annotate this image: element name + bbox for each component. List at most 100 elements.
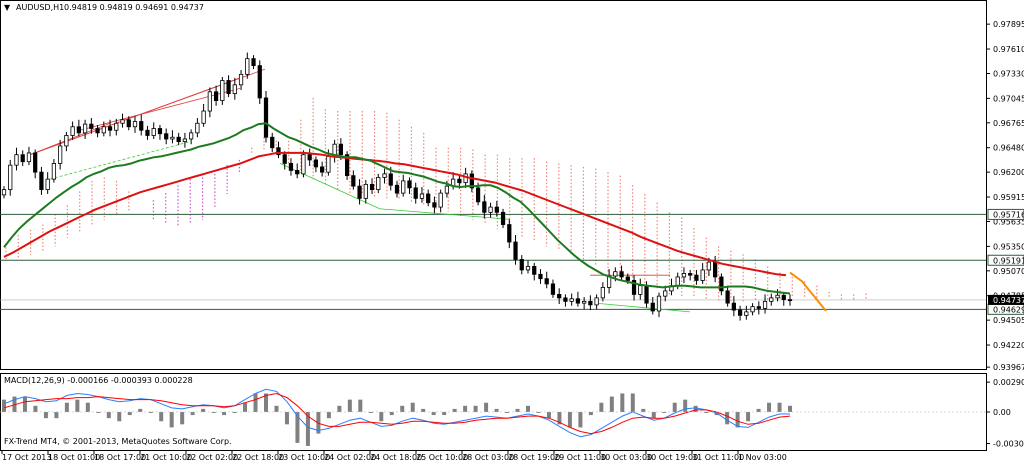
macd-histogram-bar	[683, 399, 688, 412]
macd-histogram-bar	[442, 411, 447, 416]
candle-body	[363, 183, 368, 199]
macd-pane[interactable]: 0.002903 0.00 -0.003066 MACD(12,26,9) -0.0…	[0, 373, 1024, 451]
candle-body	[744, 311, 749, 316]
macd-axis: 0.002903 0.00 -0.003066	[0, 378, 1024, 449]
candle-body	[507, 224, 512, 243]
macd-histogram-bar	[284, 411, 289, 425]
macd-histogram-bar	[463, 405, 468, 412]
fan-line[interactable]	[79, 87, 241, 131]
candle-body	[295, 170, 300, 175]
level-price-tag	[987, 208, 1024, 220]
price-tick-label: 0.97895	[993, 20, 1024, 29]
candle-body	[114, 122, 119, 131]
time-tick-label: 30 Oct 19:00	[646, 453, 698, 461]
candle-body	[89, 123, 94, 129]
macd-histogram-bar	[64, 402, 69, 412]
candle-body	[725, 290, 730, 304]
time-tick-label: 1 Nov 03:00	[738, 453, 787, 461]
candle-body	[201, 110, 206, 124]
macd-histogram-bar	[630, 393, 635, 412]
macd-histogram-bar	[117, 411, 122, 422]
price-tick-label: 0.95915	[993, 193, 1024, 202]
macd-histogram-bar	[431, 411, 436, 416]
candle-body	[39, 171, 44, 191]
macd-histogram-bar	[484, 402, 489, 412]
macd-lines	[3, 388, 791, 438]
price-pane-frame	[0, 0, 987, 370]
macd-histogram-bar	[127, 411, 132, 416]
candle-body	[650, 302, 655, 312]
candle-body	[95, 128, 100, 134]
macd-histogram-bar	[494, 408, 499, 412]
candle-body	[270, 136, 275, 149]
time-tick-label: 22 Oct 02:00	[186, 453, 238, 461]
candle-body	[475, 187, 481, 203]
forecast-projection	[789, 271, 827, 312]
candle-body	[575, 298, 581, 304]
ohlc-values: 0.94819 0.94819 0.94691 0.94737	[64, 3, 204, 12]
candle-body	[775, 294, 780, 299]
macd-histogram-bar	[33, 405, 38, 412]
candle-body	[388, 173, 393, 186]
time-tick-label: 22 Oct 18:00	[232, 453, 284, 461]
candle-body	[344, 154, 350, 177]
macd-histogram-bar	[421, 408, 426, 412]
candle-body	[282, 154, 287, 164]
macd-histogram-bar	[347, 399, 352, 412]
macd-histogram-bar	[379, 411, 384, 422]
macd-histogram-bar	[546, 411, 551, 419]
time-tick-label: 24 Oct 18:00	[370, 453, 422, 461]
macd-histogram-bar	[725, 411, 730, 425]
macd-histogram-bar	[148, 411, 153, 413]
price-tick-label: 0.96480	[993, 144, 1024, 153]
macd-histogram-bar	[473, 405, 478, 412]
time-tick-label: 18 Oct 17:00	[94, 453, 146, 461]
candle-body	[737, 309, 743, 316]
forecast-zigzag	[789, 271, 827, 312]
macd-histogram-bar	[620, 393, 625, 412]
candle-body	[781, 294, 786, 301]
candle-body	[245, 58, 250, 75]
dropdown-arrow-icon[interactable]: ▼	[4, 3, 11, 12]
level-price-tag	[987, 254, 1024, 266]
candle-body	[51, 163, 57, 180]
candle-body	[382, 173, 387, 178]
candle-body	[263, 97, 269, 138]
support-line[interactable]	[594, 302, 691, 313]
macd-histogram-bar	[2, 399, 6, 412]
time-tick-label: 30 Oct 03:00	[600, 453, 652, 461]
candle-body	[64, 135, 69, 147]
macd-histogram-bar	[526, 405, 530, 412]
macd-histogram-bar	[201, 408, 206, 412]
candle-body	[419, 193, 425, 199]
macd-histogram-bar	[588, 411, 593, 416]
candle-body	[369, 183, 375, 191]
macd-histogram-bar	[609, 396, 614, 412]
price-pane[interactable]: 0.97895 0.97610 0.97330 0.97045 0.96765 0.964…	[0, 0, 1024, 373]
candle-body	[519, 259, 524, 271]
candle-body	[625, 276, 630, 281]
candle-body	[463, 173, 468, 184]
candle-body	[313, 159, 319, 168]
macd-histogram-bar	[515, 408, 520, 412]
candle-body	[644, 285, 649, 304]
macd-histogram-bar	[12, 396, 17, 412]
support-fan-line[interactable]	[49, 141, 191, 180]
macd-histogram-bar	[704, 411, 709, 413]
candle-body	[713, 261, 718, 278]
macd-histogram-bar	[662, 411, 667, 413]
support-line[interactable]	[379, 208, 511, 220]
candle-body	[569, 298, 574, 302]
macd-label: MACD(12,26,9) -0.000166 -0.000393 0.0002…	[4, 376, 193, 385]
candle-body	[444, 185, 450, 194]
candle-body	[213, 91, 219, 101]
macd-histogram-bar	[389, 411, 394, 416]
macd-histogram-bar	[358, 399, 363, 412]
macd-histogram-bar	[735, 411, 740, 428]
candle-body	[8, 164, 13, 191]
fast-moving-average[interactable]	[3, 122, 791, 295]
candle-body	[76, 126, 81, 134]
candle-body	[195, 122, 200, 134]
slow-moving-average[interactable]	[3, 151, 787, 277]
